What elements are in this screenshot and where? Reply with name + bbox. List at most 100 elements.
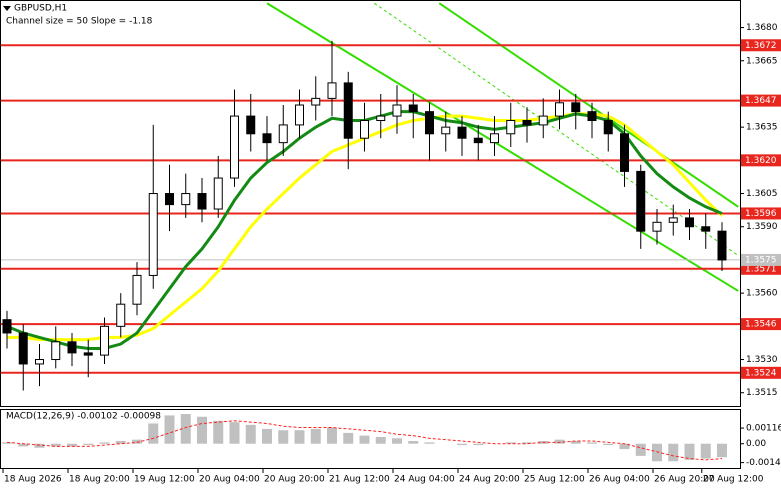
last-price-box — [741, 253, 781, 266]
x-tick-label: 20 Aug 04:00 — [199, 475, 260, 485]
level-label-box — [741, 207, 781, 220]
candle-body — [636, 170, 646, 232]
candle-body — [197, 193, 207, 210]
candle-body — [181, 193, 191, 206]
x-tick-label: 20 Aug 20:00 — [264, 475, 325, 485]
y-tick-label: 1.3635 — [746, 123, 778, 133]
x-tick-label: 24 Aug 04:00 — [394, 475, 455, 485]
macd-bar — [424, 442, 435, 444]
level-label-box — [741, 39, 781, 52]
y-tick-label: 0.00 — [746, 439, 766, 449]
candle-body — [490, 133, 499, 144]
candle-body — [701, 226, 711, 232]
candle-body — [311, 97, 321, 106]
macd-bar — [229, 422, 240, 444]
candle-body — [441, 126, 451, 135]
candle-body — [278, 124, 288, 144]
candle-body — [67, 341, 77, 354]
candle-body — [360, 120, 369, 139]
candle-body — [230, 115, 239, 179]
level-label-box — [741, 154, 781, 167]
candle-body — [555, 102, 564, 117]
macd-bar — [164, 415, 175, 444]
level-label: 1.3524 — [745, 368, 777, 378]
candle-body — [165, 193, 174, 206]
macd-bar — [343, 432, 354, 444]
candle-body — [473, 137, 483, 144]
macd-bar — [668, 443, 679, 462]
x-tick-label: 26 Aug 20:00 — [654, 475, 715, 485]
candle-body — [132, 274, 142, 305]
macd-bar — [457, 443, 467, 446]
trend-line — [266, 2, 739, 292]
x-tick-label: 18 Aug 20:00 — [69, 475, 130, 485]
y-tick-label: 1.3515 — [746, 388, 778, 398]
macd-bar — [603, 443, 614, 446]
macd-bar — [619, 443, 630, 450]
candle-body — [100, 325, 109, 356]
x-tick-label: 19 Aug 12:00 — [134, 475, 195, 485]
level-label: 1.3571 — [745, 264, 777, 274]
macd-bar — [148, 423, 159, 444]
macd-bar — [18, 443, 29, 447]
macd-bar — [408, 441, 419, 444]
macd-bar — [34, 443, 45, 448]
candle-body — [538, 115, 548, 126]
macd-bar — [684, 443, 695, 460]
level-label: 1.3620 — [745, 156, 777, 166]
candle-body — [376, 115, 386, 122]
level-label: 1.3546 — [745, 320, 777, 330]
macd-bar — [310, 428, 321, 444]
x-tick-label: 21 Aug 12:00 — [329, 475, 390, 485]
y-tick-label: 1.3680 — [746, 23, 778, 33]
macd-bar — [99, 442, 110, 444]
macd-bar — [717, 443, 727, 458]
macd-bar — [115, 441, 126, 444]
y-tick-label: 1.3590 — [746, 222, 778, 232]
y-tick-label: 1.3530 — [746, 355, 778, 365]
macd-bar — [67, 443, 77, 447]
candle-body — [425, 111, 434, 135]
y-tick-label: 0.00116 — [746, 424, 781, 434]
candle-body — [83, 352, 93, 356]
x-tick-label: 25 Aug 12:00 — [524, 475, 585, 485]
y-tick-label: -0.0014 — [746, 458, 781, 468]
trend-line — [438, 2, 739, 208]
level-label: 1.3596 — [745, 209, 777, 219]
level-label-box — [741, 318, 781, 331]
candle-body — [408, 104, 418, 113]
macd-bar — [50, 443, 61, 447]
y-tick-label: 1.3605 — [746, 189, 778, 199]
macd-bar — [554, 439, 565, 444]
candle-body — [246, 115, 256, 135]
candle-body — [18, 332, 28, 365]
macd-bar — [197, 416, 207, 444]
y-tick-label: 1.3560 — [746, 289, 778, 299]
macd-bar — [294, 430, 305, 444]
last-price-label: 1.3575 — [745, 255, 777, 265]
candle-body — [652, 221, 662, 232]
macd-bar — [505, 442, 516, 444]
signal-line — [6, 420, 723, 461]
candle-body — [603, 120, 613, 135]
candle-body — [685, 217, 694, 228]
x-tick-label: 27 Aug 12:00 — [703, 475, 764, 485]
candle-body — [213, 177, 223, 210]
chart-subtitle: Channel size = 50 Slope = -1.18 — [6, 17, 153, 27]
macd-bar — [262, 428, 272, 444]
macd-bar — [375, 436, 386, 444]
x-tick-label: 18 Aug 2026 — [4, 475, 62, 485]
macd-bar — [83, 443, 94, 446]
candle-body — [506, 120, 516, 135]
candle-body — [620, 133, 629, 172]
level-label: 1.3672 — [745, 41, 777, 51]
y-tick-label: 1.3665 — [746, 56, 778, 66]
candle-body — [392, 104, 402, 117]
x-tick-label: 24 Aug 20:00 — [459, 475, 520, 485]
candle-body — [262, 133, 272, 144]
macd-bar — [652, 443, 662, 462]
candle-body — [522, 120, 532, 126]
candle-body — [587, 111, 597, 122]
macd-bar — [587, 442, 597, 444]
